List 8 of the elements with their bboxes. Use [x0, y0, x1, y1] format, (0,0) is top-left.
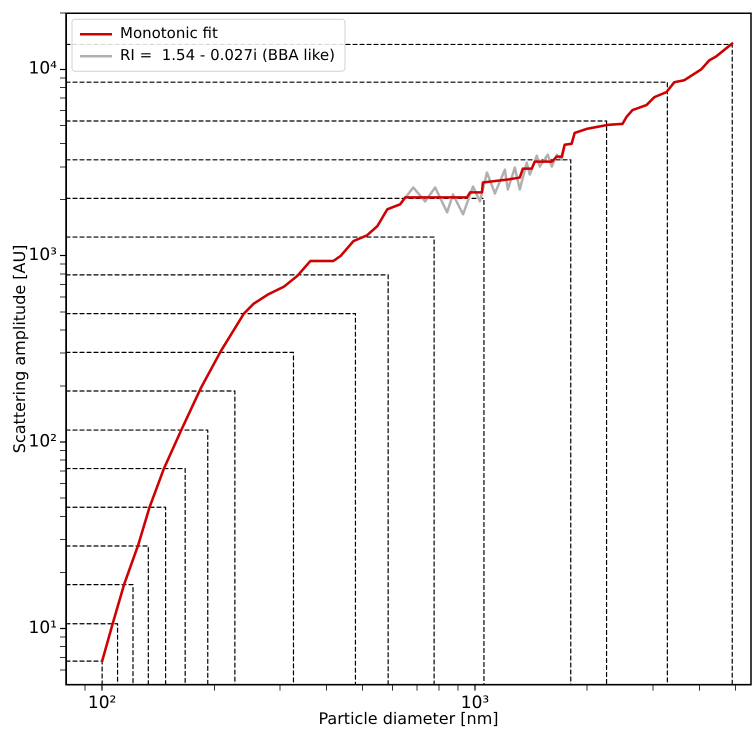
y-tick-label: 10¹	[28, 618, 57, 638]
y-tick-label: 10⁴	[28, 58, 58, 79]
y-tick-label: 10³	[28, 245, 57, 266]
legend-label: Monotonic fit	[120, 24, 218, 42]
y-axis-title: Scattering amplitude [AU]	[10, 244, 30, 454]
x-axis-title: Particle diameter [nm]	[318, 709, 499, 728]
y-tick-label: 10²	[28, 432, 57, 452]
legend-label: RI = 1.54 - 0.027i (BBA like)	[120, 46, 335, 64]
